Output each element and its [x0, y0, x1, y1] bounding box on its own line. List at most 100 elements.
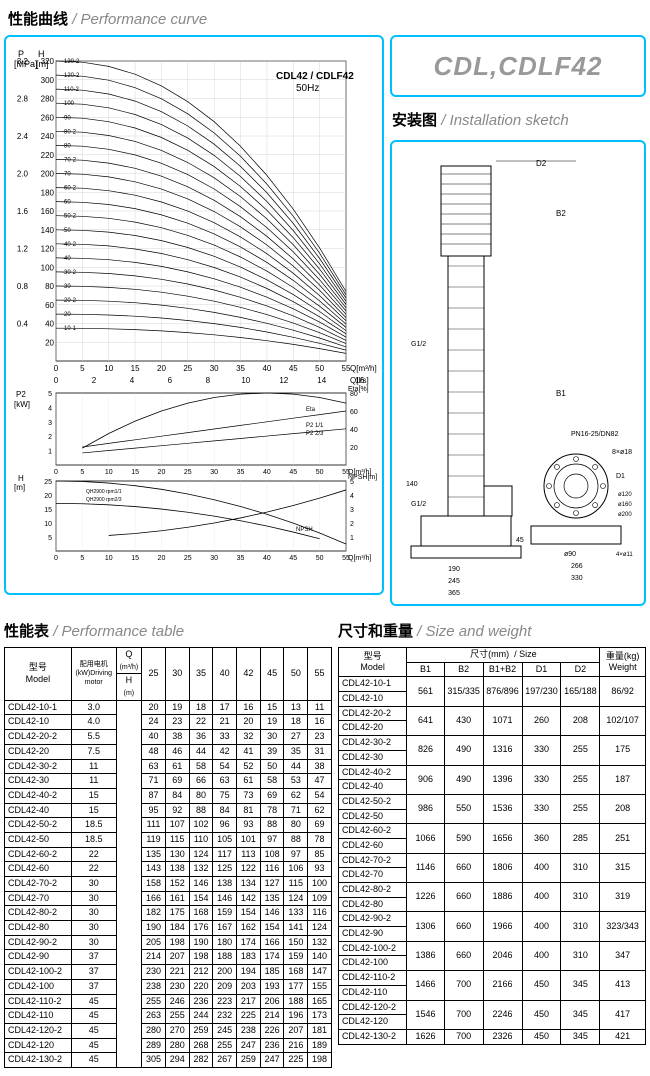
svg-text:8×ø18: 8×ø18	[612, 449, 632, 456]
svg-text:P2 2/3: P2 2/3	[306, 431, 324, 437]
svg-text:Q[m³/h]: Q[m³/h]	[348, 555, 371, 562]
svg-text:1.2: 1.2	[17, 245, 29, 254]
svg-text:35: 35	[237, 555, 245, 562]
svg-text:40: 40	[263, 469, 271, 476]
svg-text:G1/2: G1/2	[411, 501, 426, 508]
svg-text:14: 14	[317, 376, 326, 385]
svg-text:40: 40	[263, 555, 271, 562]
svg-text:-90: -90	[62, 115, 71, 121]
svg-text:25: 25	[44, 479, 52, 486]
svg-text:D2: D2	[536, 159, 547, 168]
svg-text:260: 260	[41, 113, 55, 122]
svg-text:0.4: 0.4	[17, 320, 29, 329]
svg-text:5: 5	[80, 469, 84, 476]
chart-panel: P[MPa]H[m]204060801001201401601802002202…	[4, 35, 384, 595]
svg-text:45: 45	[289, 469, 297, 476]
svg-text:NPSH: NPSH	[296, 527, 313, 533]
svg-text:G1/2: G1/2	[411, 341, 426, 348]
svg-text:35: 35	[237, 469, 245, 476]
install-title: 安装图 / Installation sketch	[392, 109, 646, 130]
svg-text:Q[l/s]: Q[l/s]	[350, 376, 369, 385]
svg-text:-50: -50	[62, 228, 71, 234]
svg-text:245: 245	[448, 578, 460, 585]
svg-text:365: 365	[448, 590, 460, 597]
svg-text:20: 20	[350, 445, 358, 452]
svg-text:3.2: 3.2	[17, 57, 29, 66]
svg-text:0: 0	[54, 364, 59, 373]
svg-text:25: 25	[184, 555, 192, 562]
svg-text:50: 50	[315, 364, 324, 373]
svg-text:330: 330	[571, 575, 583, 582]
svg-text:200: 200	[41, 170, 55, 179]
svg-text:30: 30	[210, 364, 219, 373]
svg-text:-80-2: -80-2	[62, 129, 77, 135]
svg-text:3: 3	[350, 507, 354, 514]
perf-table-title: 性能表 / Performance table	[4, 620, 332, 641]
svg-text:240: 240	[41, 132, 55, 141]
svg-text:45: 45	[289, 555, 297, 562]
svg-text:-40: -40	[62, 256, 71, 262]
svg-text:50Hz: 50Hz	[296, 83, 319, 94]
svg-text:4: 4	[130, 376, 135, 385]
svg-text:Q[m³/h]: Q[m³/h]	[350, 364, 377, 373]
svg-text:-70-2: -70-2	[62, 157, 77, 163]
svg-text:20: 20	[44, 493, 52, 500]
svg-text:100: 100	[41, 263, 55, 272]
svg-text:1: 1	[48, 449, 52, 456]
svg-text:15: 15	[131, 555, 139, 562]
svg-text:-80: -80	[62, 143, 71, 149]
svg-text:4×ø11: 4×ø11	[616, 552, 633, 558]
svg-text:1.6: 1.6	[17, 207, 29, 216]
svg-text:5: 5	[80, 555, 84, 562]
svg-text:45: 45	[289, 364, 298, 373]
svg-text:Eta: Eta	[306, 407, 316, 413]
svg-text:10: 10	[105, 555, 113, 562]
svg-text:10: 10	[241, 376, 250, 385]
svg-text:15: 15	[131, 364, 140, 373]
svg-text:280: 280	[41, 95, 55, 104]
svg-text:0.8: 0.8	[17, 282, 29, 291]
svg-text:-100: -100	[62, 101, 75, 107]
svg-text:2: 2	[92, 376, 97, 385]
svg-text:D1: D1	[616, 473, 625, 480]
svg-text:25: 25	[184, 469, 192, 476]
svg-text:-40-2: -40-2	[62, 242, 77, 248]
svg-text:10: 10	[104, 364, 113, 373]
svg-text:50: 50	[316, 555, 324, 562]
product-logo: CDL,CDLF42	[434, 51, 603, 82]
svg-text:40: 40	[45, 320, 54, 329]
svg-text:15: 15	[131, 469, 139, 476]
svg-text:10: 10	[105, 469, 113, 476]
size-table-title: 尺寸和重量 / Size and weight	[338, 620, 646, 641]
sketch-panel: D2B2B1G1/2G1/21401902453658×ø18PN16-25/D…	[390, 140, 646, 606]
svg-text:20: 20	[158, 555, 166, 562]
svg-text:2.0: 2.0	[17, 170, 29, 179]
svg-text:-110-2: -110-2	[62, 87, 80, 93]
svg-text:CDL42 / CDLF42: CDL42 / CDLF42	[276, 71, 354, 82]
svg-text:80: 80	[350, 391, 358, 398]
svg-text:-130-2: -130-2	[62, 59, 80, 65]
svg-text:2.4: 2.4	[17, 132, 29, 141]
svg-text:-60-2: -60-2	[62, 186, 77, 192]
performance-table: 型号Model配用电机(kW)Driving motorQ(m³/h)25303…	[4, 647, 332, 1068]
svg-text:40: 40	[262, 364, 271, 373]
svg-text:0: 0	[54, 376, 59, 385]
svg-text:QH2900 rpm2/3: QH2900 rpm2/3	[86, 497, 122, 503]
svg-text:1: 1	[350, 535, 354, 542]
svg-text:ø90: ø90	[564, 551, 576, 558]
svg-text:12: 12	[279, 376, 288, 385]
svg-text:60: 60	[350, 409, 358, 416]
svg-text:2: 2	[350, 521, 354, 528]
svg-text:-30: -30	[62, 284, 71, 290]
svg-text:-20: -20	[62, 312, 71, 318]
svg-text:QH2900 rpm1/1: QH2900 rpm1/1	[86, 489, 122, 495]
svg-text:-120-2: -120-2	[62, 73, 80, 79]
svg-text:140: 140	[41, 226, 55, 235]
perf-curve-title: 性能曲线 / Performance curve	[8, 8, 650, 29]
svg-text:60: 60	[45, 301, 54, 310]
svg-text:-10-1: -10-1	[62, 326, 77, 332]
svg-text:15: 15	[44, 507, 52, 514]
svg-text:45: 45	[516, 537, 524, 544]
size-weight-table: 型号Model尺寸(mm) / Size重量(kg)WeightB1B2B1+B…	[338, 647, 646, 1045]
svg-text:10: 10	[44, 521, 52, 528]
